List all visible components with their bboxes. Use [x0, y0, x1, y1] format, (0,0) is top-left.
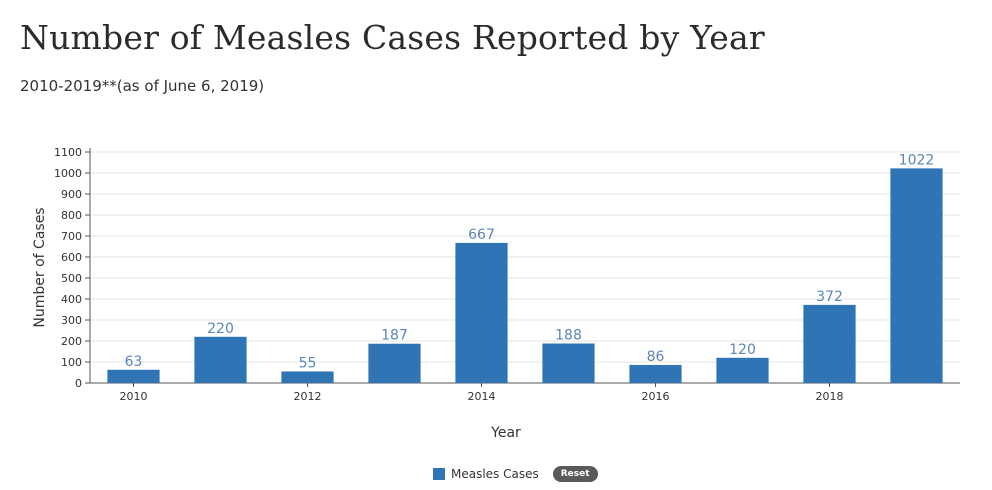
- data-label: 63: [125, 354, 143, 370]
- y-tick-label: 1100: [54, 146, 82, 159]
- x-tick-label: 2018: [816, 390, 844, 403]
- x-tick-label: 2012: [294, 390, 322, 403]
- data-label: 667: [468, 227, 495, 243]
- y-tick-label: 800: [61, 209, 82, 222]
- y-tick-label: 1000: [54, 167, 82, 180]
- page-title: Number of Measles Cases Reported by Year: [20, 18, 765, 57]
- data-label: 372: [816, 289, 843, 305]
- bar-2010[interactable]: [107, 369, 160, 383]
- bar-2012[interactable]: [281, 371, 334, 383]
- data-label: 55: [299, 355, 317, 371]
- data-label: 188: [555, 328, 582, 344]
- bar-2013[interactable]: [368, 343, 421, 383]
- x-axis-title: Year: [490, 425, 521, 441]
- bar-2016[interactable]: [629, 364, 682, 383]
- y-tick-label: 200: [61, 335, 82, 348]
- data-label: 220: [207, 321, 234, 337]
- x-tick-label: 2010: [120, 390, 148, 403]
- chart-legend: Measles Cases Reset: [433, 466, 598, 482]
- page-subtitle: 2010-2019**(as of June 6, 2019): [20, 77, 265, 95]
- y-tick-label: 900: [61, 188, 82, 201]
- y-tick-label: 600: [61, 251, 82, 264]
- y-tick-label: 700: [61, 230, 82, 243]
- data-label: 1022: [899, 152, 935, 168]
- y-tick-label: 100: [61, 356, 82, 369]
- y-tick-label: 0: [75, 377, 82, 390]
- legend-swatch[interactable]: [433, 468, 445, 480]
- y-tick-label: 300: [61, 314, 82, 327]
- data-label: 86: [647, 349, 665, 365]
- reset-button[interactable]: Reset: [552, 466, 598, 482]
- bar-2011[interactable]: [194, 336, 247, 383]
- y-axis-title: Number of Cases: [32, 207, 48, 327]
- bar-2015[interactable]: [542, 343, 595, 383]
- bar-2014[interactable]: [455, 242, 508, 383]
- bar-2017[interactable]: [716, 357, 769, 383]
- data-label: 120: [729, 342, 756, 358]
- bar-2019[interactable]: [890, 168, 943, 383]
- legend-series-label[interactable]: Measles Cases: [451, 467, 539, 481]
- bar-2018[interactable]: [803, 304, 856, 383]
- y-tick-label: 500: [61, 272, 82, 285]
- y-tick-label: 400: [61, 293, 82, 306]
- data-label: 187: [381, 328, 408, 344]
- x-tick-label: 2016: [642, 390, 670, 403]
- x-tick-label: 2014: [468, 390, 496, 403]
